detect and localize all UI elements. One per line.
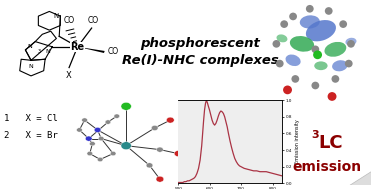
Text: N: N bbox=[29, 64, 33, 69]
Circle shape bbox=[121, 142, 131, 150]
Ellipse shape bbox=[290, 36, 314, 52]
Text: LC: LC bbox=[319, 134, 343, 152]
Circle shape bbox=[105, 120, 111, 124]
Circle shape bbox=[95, 128, 101, 132]
Circle shape bbox=[313, 50, 322, 59]
Ellipse shape bbox=[325, 42, 346, 57]
Circle shape bbox=[97, 157, 103, 162]
Text: CO: CO bbox=[88, 16, 99, 26]
Circle shape bbox=[114, 114, 120, 118]
Text: N: N bbox=[27, 44, 32, 49]
Circle shape bbox=[82, 118, 88, 122]
Text: N: N bbox=[54, 13, 59, 19]
Circle shape bbox=[89, 142, 95, 146]
Circle shape bbox=[289, 13, 297, 20]
Text: emission: emission bbox=[292, 160, 361, 174]
Text: 1   X = Cl: 1 X = Cl bbox=[4, 114, 58, 123]
Ellipse shape bbox=[345, 38, 357, 46]
Ellipse shape bbox=[314, 61, 328, 70]
Circle shape bbox=[272, 40, 280, 48]
Circle shape bbox=[146, 163, 153, 168]
Y-axis label: Emission intensity: Emission intensity bbox=[295, 119, 300, 164]
Circle shape bbox=[312, 46, 319, 53]
Text: 2   X = Br: 2 X = Br bbox=[4, 131, 58, 140]
Circle shape bbox=[328, 92, 336, 101]
Text: X: X bbox=[66, 71, 72, 80]
Circle shape bbox=[347, 40, 355, 48]
Polygon shape bbox=[78, 47, 105, 53]
Circle shape bbox=[76, 128, 82, 132]
Circle shape bbox=[85, 136, 92, 141]
Text: phosphorescent
Re(I)-NHC complexes: phosphorescent Re(I)-NHC complexes bbox=[122, 37, 279, 67]
Circle shape bbox=[332, 75, 339, 83]
Text: Re: Re bbox=[70, 42, 85, 52]
Circle shape bbox=[339, 20, 347, 28]
Circle shape bbox=[98, 136, 104, 141]
Ellipse shape bbox=[306, 20, 336, 41]
Circle shape bbox=[157, 147, 163, 152]
Text: 3: 3 bbox=[312, 130, 319, 140]
Text: N: N bbox=[46, 50, 50, 54]
Text: 3: 3 bbox=[38, 50, 41, 54]
Circle shape bbox=[156, 176, 164, 182]
Ellipse shape bbox=[300, 15, 320, 29]
Circle shape bbox=[86, 136, 92, 141]
Circle shape bbox=[280, 20, 288, 28]
Polygon shape bbox=[349, 171, 371, 185]
Circle shape bbox=[283, 85, 292, 94]
Circle shape bbox=[291, 75, 299, 83]
Circle shape bbox=[276, 60, 284, 67]
Circle shape bbox=[306, 5, 314, 13]
Circle shape bbox=[94, 127, 101, 132]
Ellipse shape bbox=[332, 60, 348, 71]
Circle shape bbox=[87, 151, 93, 156]
Circle shape bbox=[345, 60, 353, 67]
Circle shape bbox=[312, 82, 319, 89]
Circle shape bbox=[151, 125, 158, 131]
Text: CO: CO bbox=[108, 47, 119, 57]
Circle shape bbox=[167, 117, 174, 123]
Ellipse shape bbox=[276, 34, 288, 42]
Circle shape bbox=[110, 151, 116, 156]
Circle shape bbox=[121, 102, 131, 110]
Circle shape bbox=[174, 151, 182, 156]
Circle shape bbox=[325, 7, 333, 15]
Text: CO: CO bbox=[63, 16, 75, 26]
Ellipse shape bbox=[286, 54, 301, 66]
